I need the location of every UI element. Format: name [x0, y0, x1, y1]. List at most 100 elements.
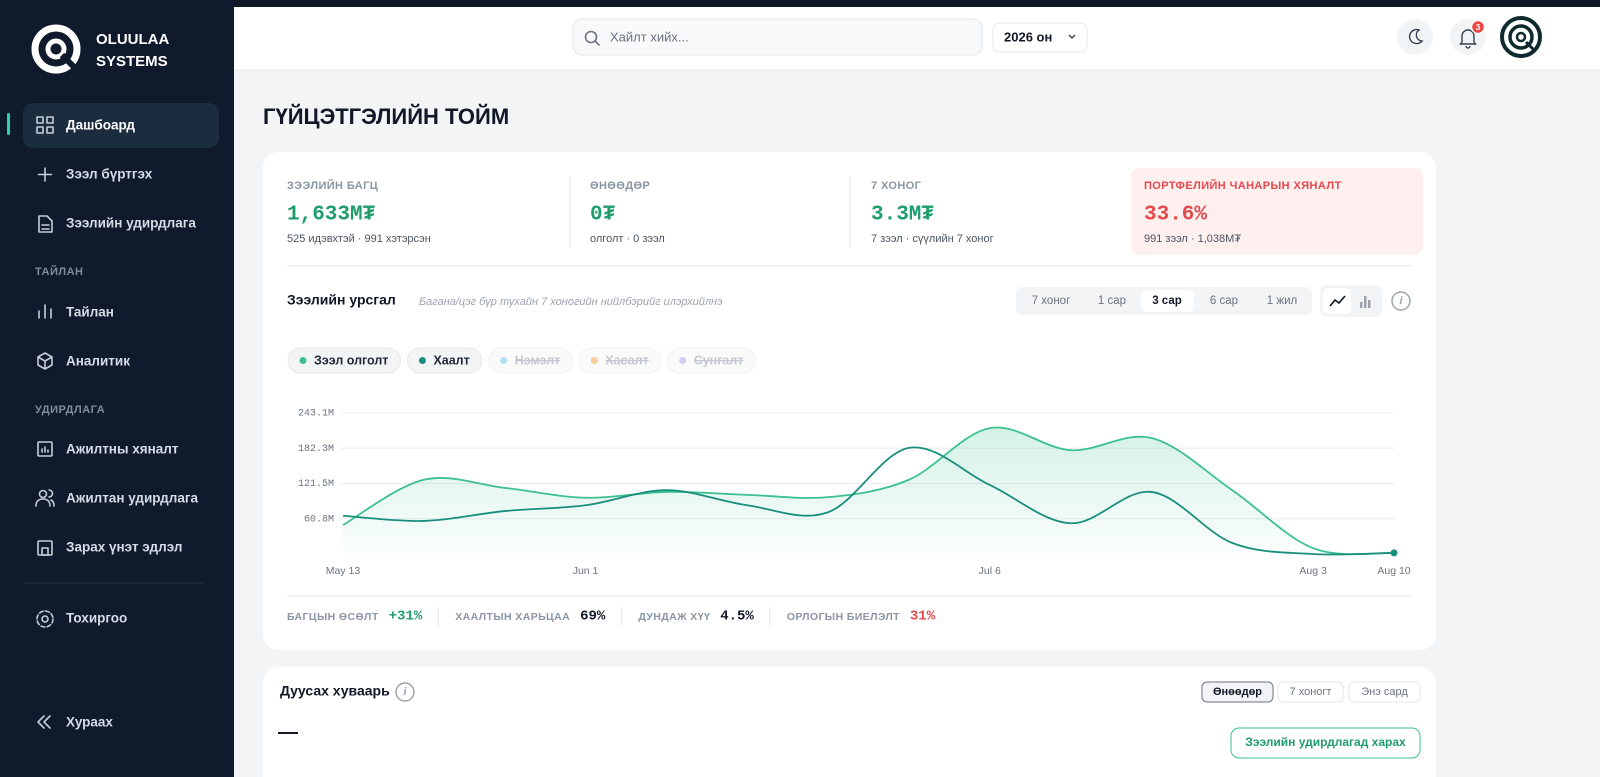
top-strip	[0, 0, 1600, 7]
legend-label: Хаалт	[433, 353, 469, 367]
stat-label: ХААЛТЫН ХАРЬЦАА	[455, 611, 570, 623]
y-tick-label: 60.8M	[304, 514, 334, 525]
area	[343, 427, 1394, 555]
icon-plus	[37, 167, 53, 182]
range-tab[interactable]: 1 сар	[1098, 295, 1126, 307]
icon-moon	[1408, 28, 1424, 45]
x-tick-label: Aug 10	[1377, 565, 1410, 577]
kpi-alert-bg	[1131, 168, 1423, 255]
avatar[interactable]	[1500, 16, 1542, 58]
badge-count: 3	[1476, 22, 1481, 32]
line	[342, 426, 1395, 556]
nav-section: УДИРДЛАГА	[35, 404, 105, 416]
plot: 60.8M 121.5M 182.3M 243.1M May 13 Jun 1 Jul 6 A…	[298, 409, 1411, 577]
nav-item[interactable]: Зээл бүртгэх	[66, 167, 153, 182]
button[interactable]	[1230, 727, 1421, 759]
logo	[31, 24, 81, 74]
count: —	[278, 721, 298, 743]
kpi-label: 7 ХОНОГ	[871, 180, 922, 192]
nav-item[interactable]: Тохиргоо	[66, 611, 127, 626]
tab-active[interactable]	[1201, 681, 1274, 703]
chart-type-bar[interactable]	[1360, 296, 1371, 308]
info-glyph: i	[1399, 295, 1403, 307]
legend-pill[interactable]	[578, 347, 662, 374]
badge	[1470, 19, 1486, 35]
info-icon[interactable]	[395, 682, 415, 702]
x-tick-label: Jul 6	[979, 565, 1001, 577]
chevron	[1068, 34, 1076, 39]
icon-bell	[1459, 29, 1477, 49]
range-tab-group: 7 хоног 1 сар 3 сар 6 сар 1 жил	[1032, 295, 1297, 307]
kpi-sub: 991 зээл · 1,038M₮	[1144, 233, 1241, 245]
legend-swatch	[299, 357, 307, 364]
tab-bg[interactable]	[1277, 681, 1344, 703]
stat-value: 31%	[910, 609, 936, 625]
legend: Зээл олголт Хаалт Нэмэлт Хасалт Сунгалт	[287, 347, 756, 374]
stat-label: БАГЦЫН ӨСӨЛТ	[287, 611, 379, 623]
nav-item[interactable]: Аналитик	[66, 354, 130, 369]
end-point	[1390, 549, 1398, 557]
legend-pill[interactable]	[667, 347, 756, 374]
nav-item[interactable]: Ажилтны хяналт	[66, 442, 179, 457]
nav-item[interactable]: Тайлан	[66, 305, 114, 320]
y-tick-label: 121.5M	[298, 479, 334, 490]
card	[263, 667, 1436, 777]
icon-collapse	[37, 715, 51, 729]
range-tab[interactable]: 3 сар	[1152, 295, 1182, 307]
collapse-button[interactable]: Хураах	[66, 715, 113, 730]
legend-pill[interactable]	[406, 347, 483, 374]
theme-toggle[interactable]	[1397, 19, 1433, 55]
nav-item[interactable]: Зээлийн удирдлага	[66, 216, 196, 231]
tab: Энэ сард	[1361, 686, 1408, 698]
icon-line	[1329, 295, 1346, 307]
search-box[interactable]	[572, 18, 983, 56]
stat-value: 4.5%	[720, 609, 754, 625]
button-label: Зээлийн удирдлагад харах	[1245, 735, 1406, 749]
year-select[interactable]	[992, 22, 1088, 53]
range-tab[interactable]: 7 хоног	[1032, 295, 1071, 307]
legend-swatch	[500, 357, 508, 364]
kpi-sub: олголт · 0 зээл	[590, 233, 665, 245]
kpi-label: ЗЭЭЛИЙН БАГЦ	[287, 179, 378, 192]
kpi-sub: 525 идэвхтэй · 991 хэтэрсэн	[287, 233, 431, 245]
icon-cube	[37, 352, 53, 370]
search-placeholder: Хайлт хийх...	[610, 29, 689, 44]
legend-pill[interactable]	[488, 347, 573, 374]
stat-label: ДУНДАЖ ХҮҮ	[638, 611, 710, 623]
tab: Өнөөдөр	[1213, 686, 1262, 698]
icon-store	[37, 540, 53, 556]
tab-bg[interactable]	[1348, 681, 1421, 703]
legend-label: Нэмэлт	[515, 353, 561, 367]
kpi-row: ЗЭЭЛИЙН БАГЦ 1,633M₮ 525 идэвхтэй · 991 хэ…	[287, 179, 1342, 245]
legend-swatch	[679, 357, 687, 364]
kpi-label: ПОРТФЕЛИЙН ЧАНАРЫН ХЯНАЛТ	[1144, 179, 1342, 192]
icon-search	[584, 30, 600, 46]
panel-subtitle: Багана/цэг бүр тухайн 7 хоногийн нийлбэр…	[419, 296, 723, 308]
icon-gear	[36, 610, 54, 628]
year-value: 2026 он	[1004, 29, 1052, 44]
range-tab[interactable]: 6 сар	[1210, 295, 1238, 307]
page-title: ГҮЙЦЭТГЭЛИЙН ТОЙМ	[263, 104, 509, 129]
line	[342, 446, 1395, 556]
range-tab[interactable]: 1 жил	[1267, 295, 1297, 307]
info-glyph: i	[403, 686, 407, 698]
legend-label: Сунгалт	[694, 353, 744, 367]
kpi-label: ӨНӨӨДӨР	[590, 180, 650, 192]
legend-pill[interactable]	[287, 347, 401, 374]
icon-users	[35, 489, 55, 507]
nav-active-indicator	[7, 113, 10, 135]
kpi-value: 1,633M₮	[287, 204, 375, 227]
kpi-value: 0₮	[590, 204, 615, 227]
brand-line: SYSTEMS	[96, 53, 168, 70]
y-tick-label: 243.1M	[298, 409, 334, 420]
nav-item[interactable]: Дашбоард	[66, 118, 135, 133]
stat-value: 69%	[580, 609, 606, 625]
nav-item[interactable]: Ажилтан удирдлага	[66, 491, 198, 506]
x-tick-label: Jun 1	[573, 565, 599, 577]
kpi-value: 33.6%	[1144, 204, 1207, 227]
info-icon[interactable]	[1391, 291, 1411, 311]
stat-value: +31%	[389, 609, 423, 625]
panel-title: Дуусах хуваарь	[280, 683, 390, 699]
nav-item[interactable]: Зарах үнэт эдлэл	[66, 540, 182, 555]
